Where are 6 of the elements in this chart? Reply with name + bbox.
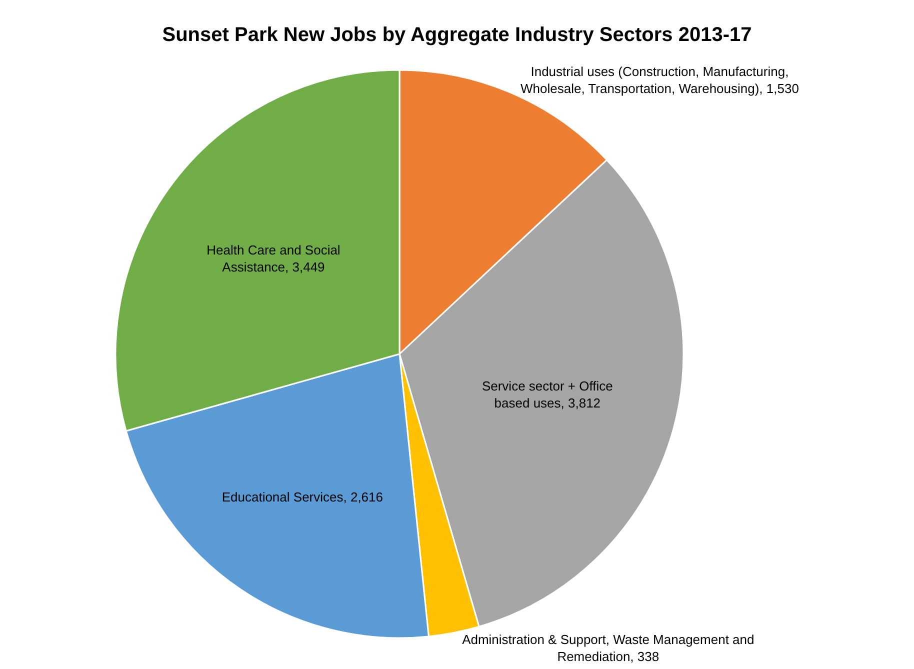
slice-label: Health Care and Social Assistance, 3,449 (206, 242, 340, 275)
slice-label: Service sector + Office based uses, 3,812 (482, 378, 613, 410)
slice-label: Industrial uses (Construction, Manufacturing, Wholesale, Transportation, Warehousing), 1,530 (520, 64, 799, 96)
chart-title: Sunset Park New Jobs by Aggregate Industry Sectors 2013-17 (162, 24, 752, 46)
slice-label: Administration & Support, Waste Management and Remediation, 338 (462, 632, 754, 664)
slice-label: Educational Services, 2,616 (222, 489, 383, 504)
